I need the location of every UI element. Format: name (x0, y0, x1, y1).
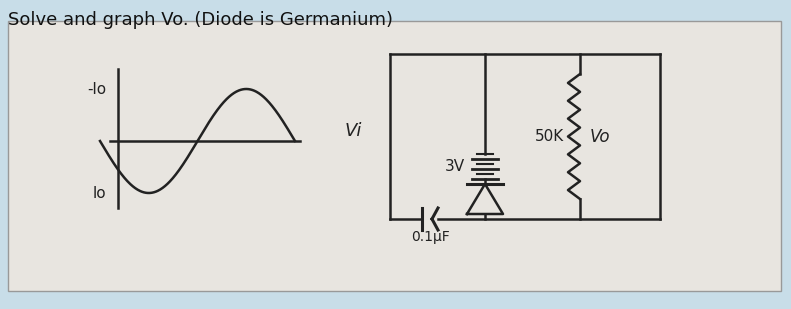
Text: 0.1μF: 0.1μF (411, 230, 449, 244)
Text: lo: lo (93, 185, 106, 201)
FancyBboxPatch shape (8, 21, 781, 291)
Text: 3V: 3V (445, 159, 465, 174)
Text: Vi: Vi (345, 122, 362, 141)
Text: -lo: -lo (87, 82, 106, 96)
Text: 50K: 50K (535, 129, 564, 144)
Text: Vo: Vo (590, 128, 611, 146)
Text: Solve and graph Vo. (Diode is Germanium): Solve and graph Vo. (Diode is Germanium) (8, 11, 393, 29)
